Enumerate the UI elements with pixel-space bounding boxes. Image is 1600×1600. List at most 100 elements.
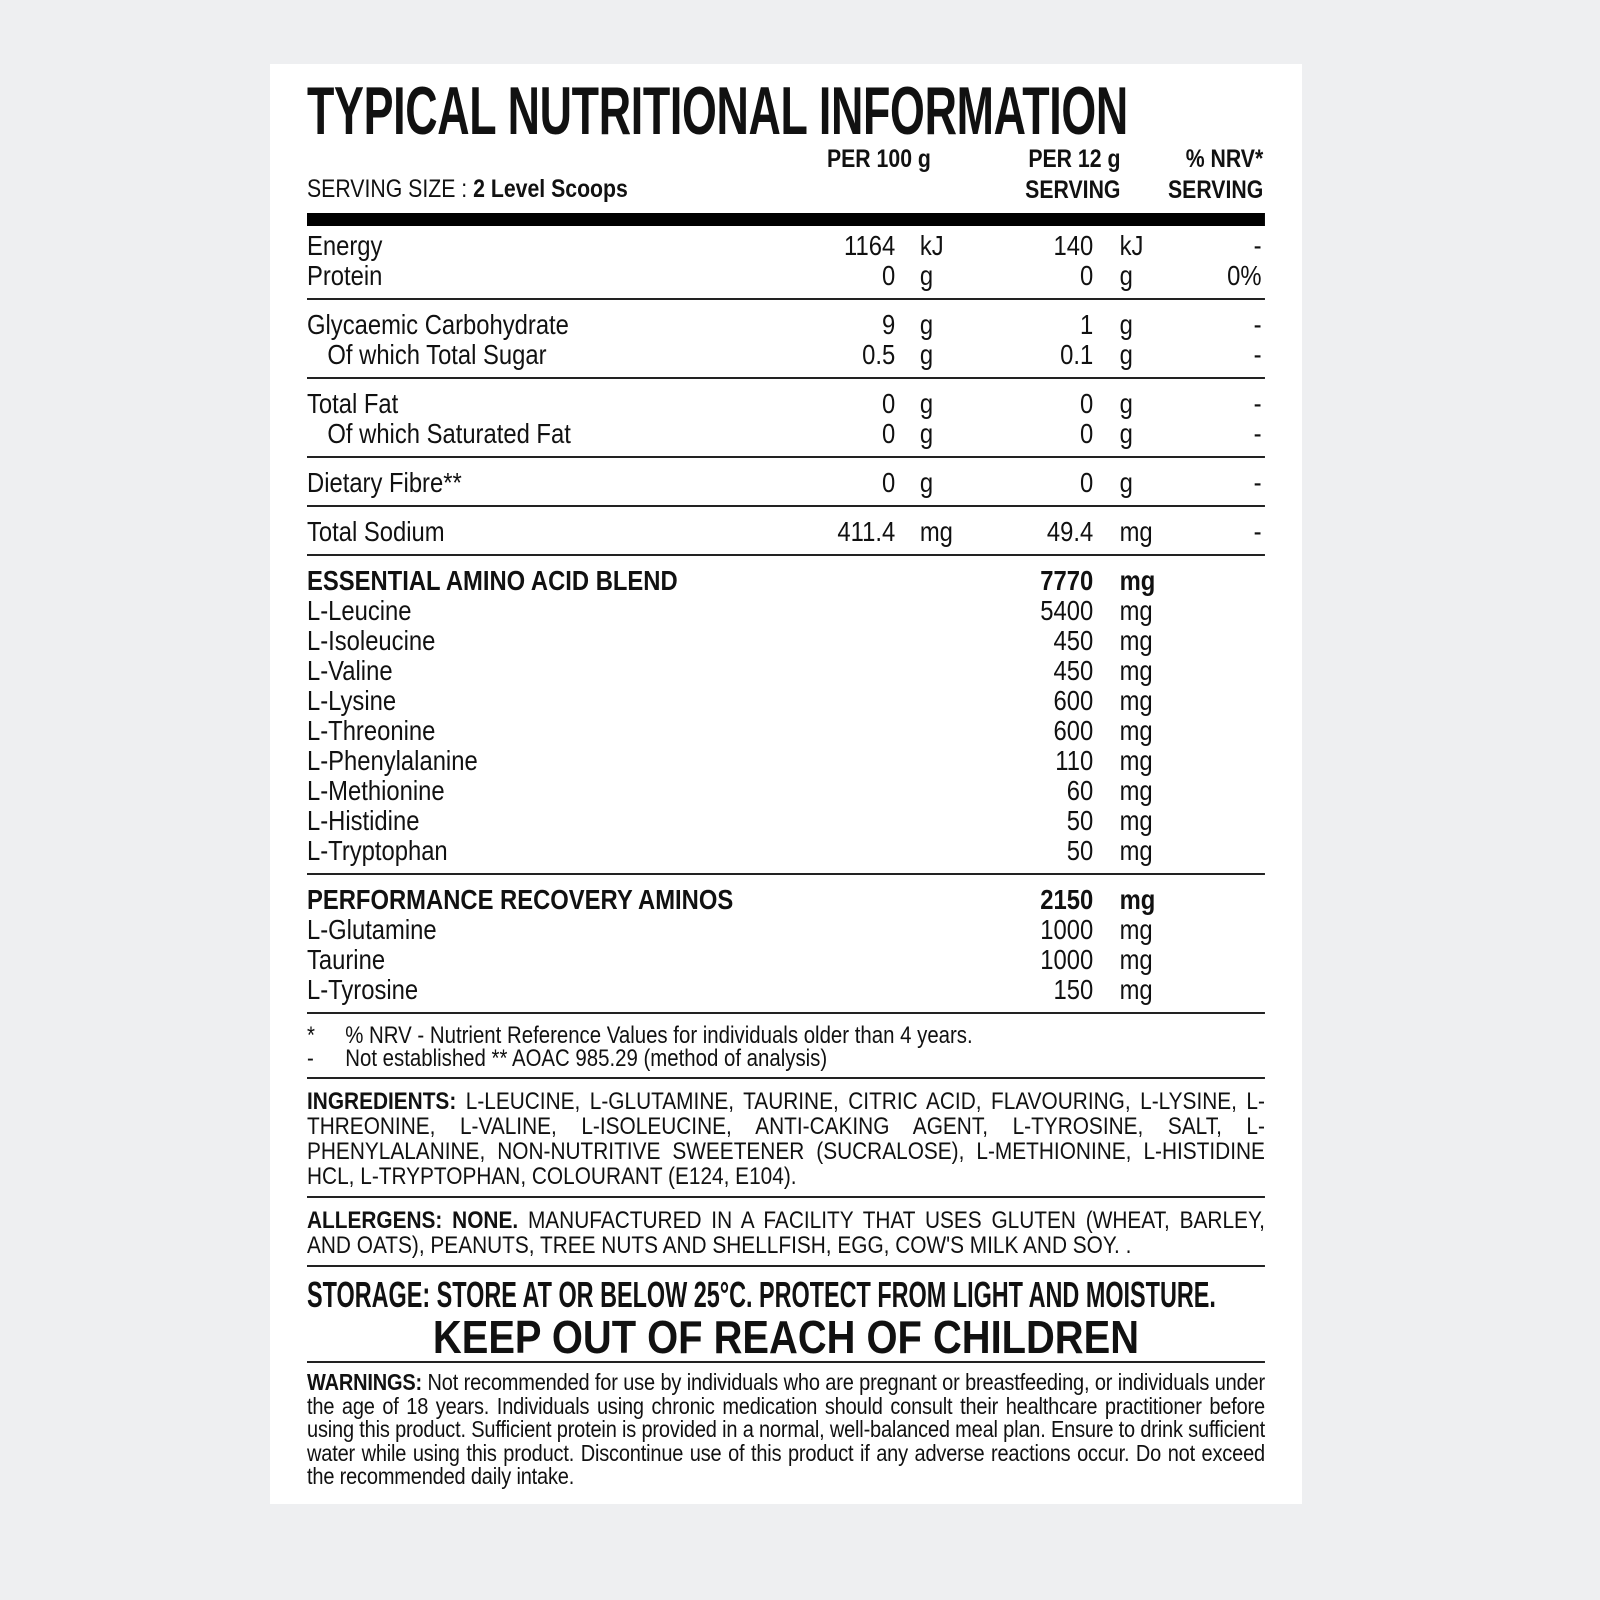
nutrient-vs: 0 bbox=[1080, 260, 1094, 291]
header-per-serving-line2: SERVING bbox=[1025, 176, 1121, 204]
row-divider bbox=[307, 456, 1265, 458]
nutrient-name: L-Histidine bbox=[307, 805, 420, 836]
nutrient-name: L-Tyrosine bbox=[307, 974, 419, 1005]
nutrient-name: Of which Saturated Fat bbox=[327, 418, 571, 449]
nutrient-name: ESSENTIAL AMINO ACID BLEND bbox=[307, 565, 678, 596]
nutrient-row: Taurine 1000 mg bbox=[307, 945, 1265, 975]
storage-instructions: STORAGE: STORE AT OR BELOW 25°C. PROTECT… bbox=[307, 1274, 1216, 1315]
nutrient-row: Of which Saturated Fat 0 g 0 g - bbox=[307, 419, 1265, 449]
footnote-text: % NRV - Nutrient Reference Values for in… bbox=[345, 1022, 973, 1049]
nutrient-name: L-Valine bbox=[307, 655, 393, 686]
nutrient-us: g bbox=[1119, 339, 1133, 370]
ingredients-label: INGREDIENTS: bbox=[307, 1088, 457, 1115]
nutrient-row: L-Methionine 60 mg bbox=[307, 776, 1265, 806]
nutrient-vs: 0 bbox=[1080, 467, 1094, 498]
section-header-row: PERFORMANCE RECOVERY AMINOS 2150 mg bbox=[307, 885, 1265, 915]
nutrient-vs: 50 bbox=[1066, 805, 1094, 836]
nutrient-us: g bbox=[1119, 309, 1133, 340]
nutrient-us: mg bbox=[1119, 835, 1153, 866]
nutrient-v100: 9 bbox=[881, 309, 896, 340]
nutrient-nrv: - bbox=[1253, 339, 1262, 370]
nutrient-u100: g bbox=[919, 388, 934, 419]
header-per-serving-line1: PER 12 g bbox=[1028, 145, 1121, 173]
allergens-body: MANUFACTURED IN A FACILITY THAT USES GLU… bbox=[307, 1207, 1265, 1259]
ingredients-text: INGREDIENTS: L-LEUCINE, L-GLUTAMINE, TAU… bbox=[307, 1089, 1265, 1189]
nutrient-row: L-Glutamine 1000 mg bbox=[307, 915, 1265, 945]
nutrient-us: mg bbox=[1119, 745, 1153, 776]
nutrient-nrv: - bbox=[1253, 388, 1262, 419]
nutrient-row: Dietary Fibre** 0 g 0 g - bbox=[307, 468, 1265, 498]
nutrient-u100: kJ bbox=[919, 230, 944, 261]
nutrient-row: L-Lysine 600 mg bbox=[307, 686, 1265, 716]
nutrient-us: mg bbox=[1119, 944, 1153, 975]
row-divider bbox=[307, 298, 1265, 300]
footnote: - Not established ** AOAC 985.29 (method … bbox=[307, 1045, 1265, 1072]
nutrient-us: g bbox=[1119, 418, 1133, 449]
nutrient-us: mg bbox=[1119, 974, 1153, 1005]
row-divider bbox=[307, 377, 1265, 379]
nutrient-row: Total Fat 0 g 0 g - bbox=[307, 389, 1265, 419]
nutrient-us: mg bbox=[1119, 805, 1153, 836]
nutrient-row: L-Tyrosine 150 mg bbox=[307, 975, 1265, 1005]
nutrient-v100: 0 bbox=[881, 467, 896, 498]
nutrient-name: L-Methionine bbox=[307, 775, 445, 806]
nutrient-vs: 140 bbox=[1053, 230, 1094, 261]
header-divider bbox=[307, 213, 1265, 226]
row-divider bbox=[307, 1265, 1265, 1267]
warnings-text: WARNINGS: Not recommended for use by ind… bbox=[307, 1369, 1265, 1489]
nutrient-table: Energy 1164 kJ 140 kJ - Protein 0 g 0 g 0% Glycaemic… bbox=[307, 231, 1265, 1489]
nutrient-nrv: - bbox=[1253, 467, 1262, 498]
nutrient-row: Glycaemic Carbohydrate 9 g 1 g - bbox=[307, 310, 1265, 340]
nutrient-nrv: - bbox=[1253, 230, 1262, 261]
nutrient-row: L-Leucine 5400 mg bbox=[307, 596, 1265, 626]
nutrient-us: mg bbox=[1119, 516, 1153, 547]
row-divider bbox=[307, 1077, 1265, 1079]
row-divider bbox=[307, 1012, 1265, 1014]
nutrient-vs: 0.1 bbox=[1060, 339, 1094, 370]
nutrient-vs: 2150 bbox=[1040, 884, 1094, 915]
footnote-mark: * bbox=[307, 1022, 315, 1049]
nutrient-us: g bbox=[1119, 388, 1133, 419]
nutrient-v100: 0 bbox=[881, 260, 896, 291]
nutrient-nrv: - bbox=[1253, 516, 1262, 547]
nutrient-us: mg bbox=[1119, 655, 1153, 686]
footnote: * % NRV - Nutrient Reference Values for i… bbox=[307, 1022, 1265, 1049]
nutrient-nrv: - bbox=[1253, 418, 1262, 449]
nutrient-name: L-Lysine bbox=[307, 685, 397, 716]
nutrient-name: Glycaemic Carbohydrate bbox=[307, 309, 569, 340]
nutrient-u100: mg bbox=[919, 516, 953, 547]
row-divider bbox=[307, 554, 1265, 556]
nutrient-u100: g bbox=[919, 339, 934, 370]
nutrient-row: L-Histidine 50 mg bbox=[307, 806, 1265, 836]
nutrient-name: Protein bbox=[307, 260, 383, 291]
nutrient-name: L-Threonine bbox=[307, 715, 436, 746]
row-divider bbox=[307, 1361, 1265, 1363]
nutrient-row: Total Sodium 411.4 mg 49.4 mg - bbox=[307, 517, 1265, 547]
header-nrv-line1: % NRV* bbox=[1185, 145, 1264, 173]
nutrient-u100: g bbox=[919, 309, 934, 340]
nutrient-u100: g bbox=[919, 467, 934, 498]
child-warning: KEEP OUT OF REACH OF CHILDREN bbox=[432, 1311, 1140, 1363]
warnings-label: WARNINGS: bbox=[307, 1369, 422, 1395]
nutrient-vs: 0 bbox=[1080, 418, 1094, 449]
ingredients-body: L-LEUCINE, L-GLUTAMINE, TAURINE, CITRIC … bbox=[307, 1088, 1265, 1190]
nutrient-name: L-Glutamine bbox=[307, 914, 437, 945]
nutrient-us: mg bbox=[1119, 715, 1153, 746]
nutrient-vs: 1000 bbox=[1040, 914, 1094, 945]
footnote-text: Not established ** AOAC 985.29 (method o… bbox=[345, 1045, 828, 1072]
nutrient-vs: 1000 bbox=[1040, 944, 1094, 975]
header-nrv: % NRV* SERVING bbox=[1168, 144, 1263, 206]
nutrient-us: g bbox=[1119, 260, 1133, 291]
nutrient-name: Total Fat bbox=[307, 388, 399, 419]
nutrient-name: L-Phenylalanine bbox=[307, 745, 478, 776]
nutrient-us: mg bbox=[1119, 884, 1156, 915]
nutrient-name: Of which Total Sugar bbox=[327, 339, 547, 370]
nutrient-us: mg bbox=[1119, 914, 1153, 945]
nutrient-us: mg bbox=[1119, 595, 1153, 626]
nutrient-name: Taurine bbox=[307, 944, 386, 975]
serving-size: SERVING SIZE : 2 Level Scoops bbox=[307, 175, 628, 204]
nutrient-vs: 110 bbox=[1055, 745, 1094, 776]
nutrient-vs: 150 bbox=[1053, 974, 1094, 1005]
nutrient-nrv: 0% bbox=[1227, 260, 1262, 291]
nutrient-v100: 411.4 bbox=[837, 516, 896, 547]
